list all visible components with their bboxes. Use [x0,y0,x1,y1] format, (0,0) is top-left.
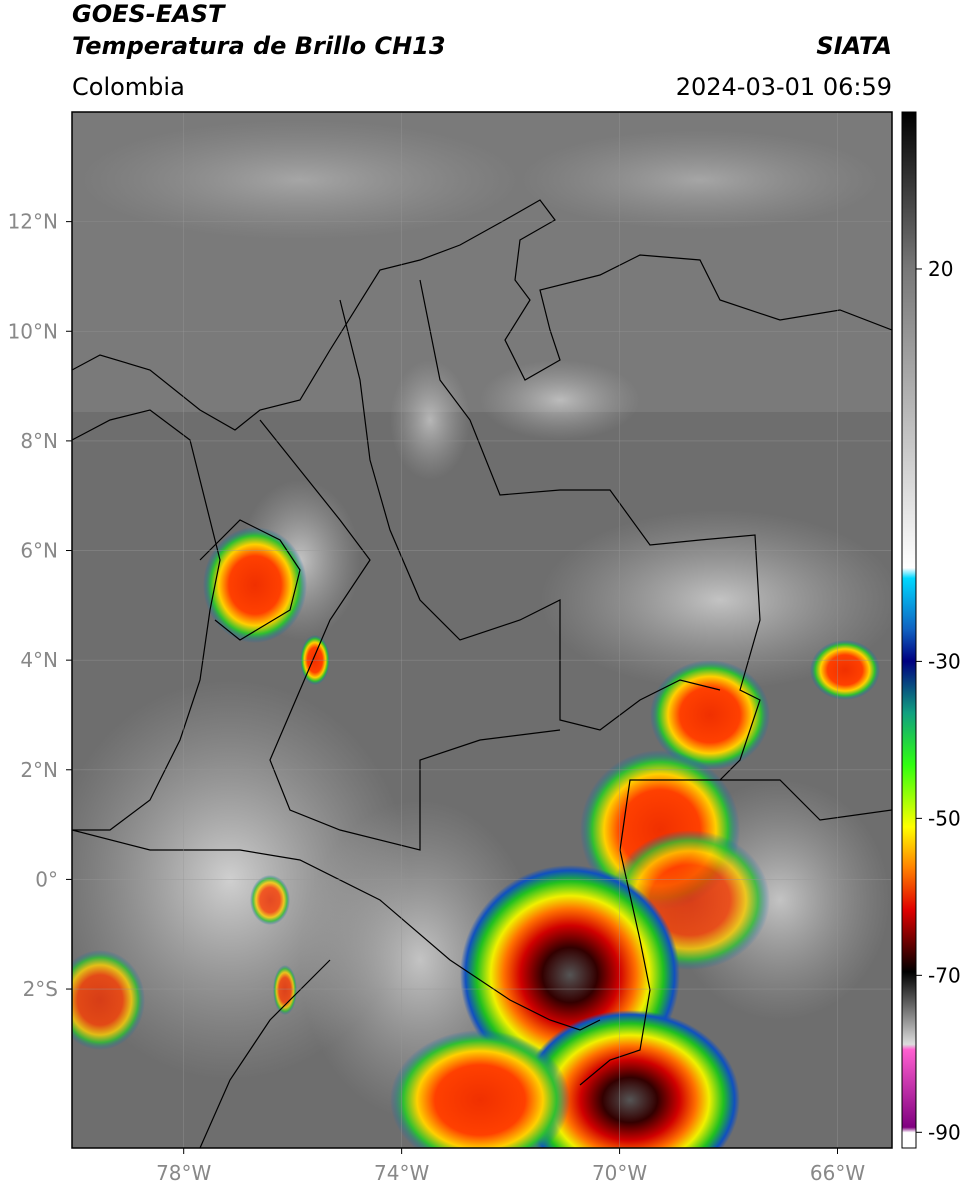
y-tick-label: 2°N [20,758,58,782]
region: Colombia [72,73,185,101]
colorbar-tick-label: -50 [928,806,961,830]
x-tick-label: 78°W [156,1161,211,1185]
map-frame [71,111,893,1149]
satellite-image [72,112,892,1148]
x-tick-label: 70°W [592,1161,647,1185]
colorbar-tick-label: -70 [928,963,961,987]
graticule [72,112,892,1148]
x-tick-label: 74°W [374,1161,429,1185]
datetime: 2024-03-01 06:59 [676,73,892,101]
colorbar-tick-label: 20 [928,257,953,281]
colorbar [901,111,917,1149]
y-tick-label: 8°N [20,429,58,453]
y-tick-label: 10°N [8,319,58,343]
source: SIATA [816,32,892,60]
colorbar-tick-label: -90 [928,1120,961,1144]
y-tick-label: 6°N [20,539,58,563]
colorbar-tick-label: -30 [928,649,961,673]
y-tick-label: 2°S [23,977,58,1001]
y-tick-label: 12°N [8,210,58,234]
subtitle: Temperatura de Brillo CH13 [72,32,446,60]
x-tick-label: 66°W [810,1161,865,1185]
title: GOES-EAST [72,0,226,28]
y-tick-label: 4°N [20,648,58,672]
y-tick-label: 0° [35,867,58,891]
